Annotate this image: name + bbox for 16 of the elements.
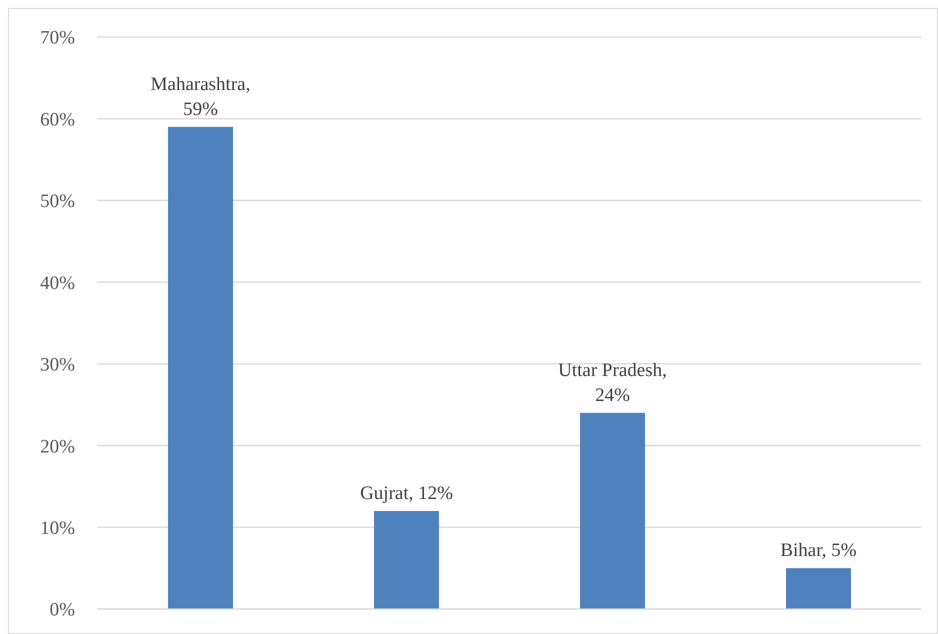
y-tick-label: 70% xyxy=(40,28,76,49)
y-tick-label: 0% xyxy=(50,600,76,621)
data-label: Bihar, 5% xyxy=(780,540,857,562)
y-tick-label: 10% xyxy=(40,518,76,540)
y-tick-label: 60% xyxy=(40,109,76,130)
data-label: Gujrat, 12% xyxy=(360,482,454,504)
bar xyxy=(168,126,233,609)
bar xyxy=(374,510,439,609)
y-tick-label: 50% xyxy=(40,191,76,212)
y-tick-label: 40% xyxy=(40,272,76,294)
data-label: Uttar Pradesh, 24% xyxy=(558,360,667,406)
data-label: Maharashtra, 59% xyxy=(150,74,250,120)
y-tick-label: 30% xyxy=(40,354,76,376)
bar xyxy=(786,568,851,609)
y-tick-label: 20% xyxy=(40,436,76,458)
bar xyxy=(580,412,645,609)
